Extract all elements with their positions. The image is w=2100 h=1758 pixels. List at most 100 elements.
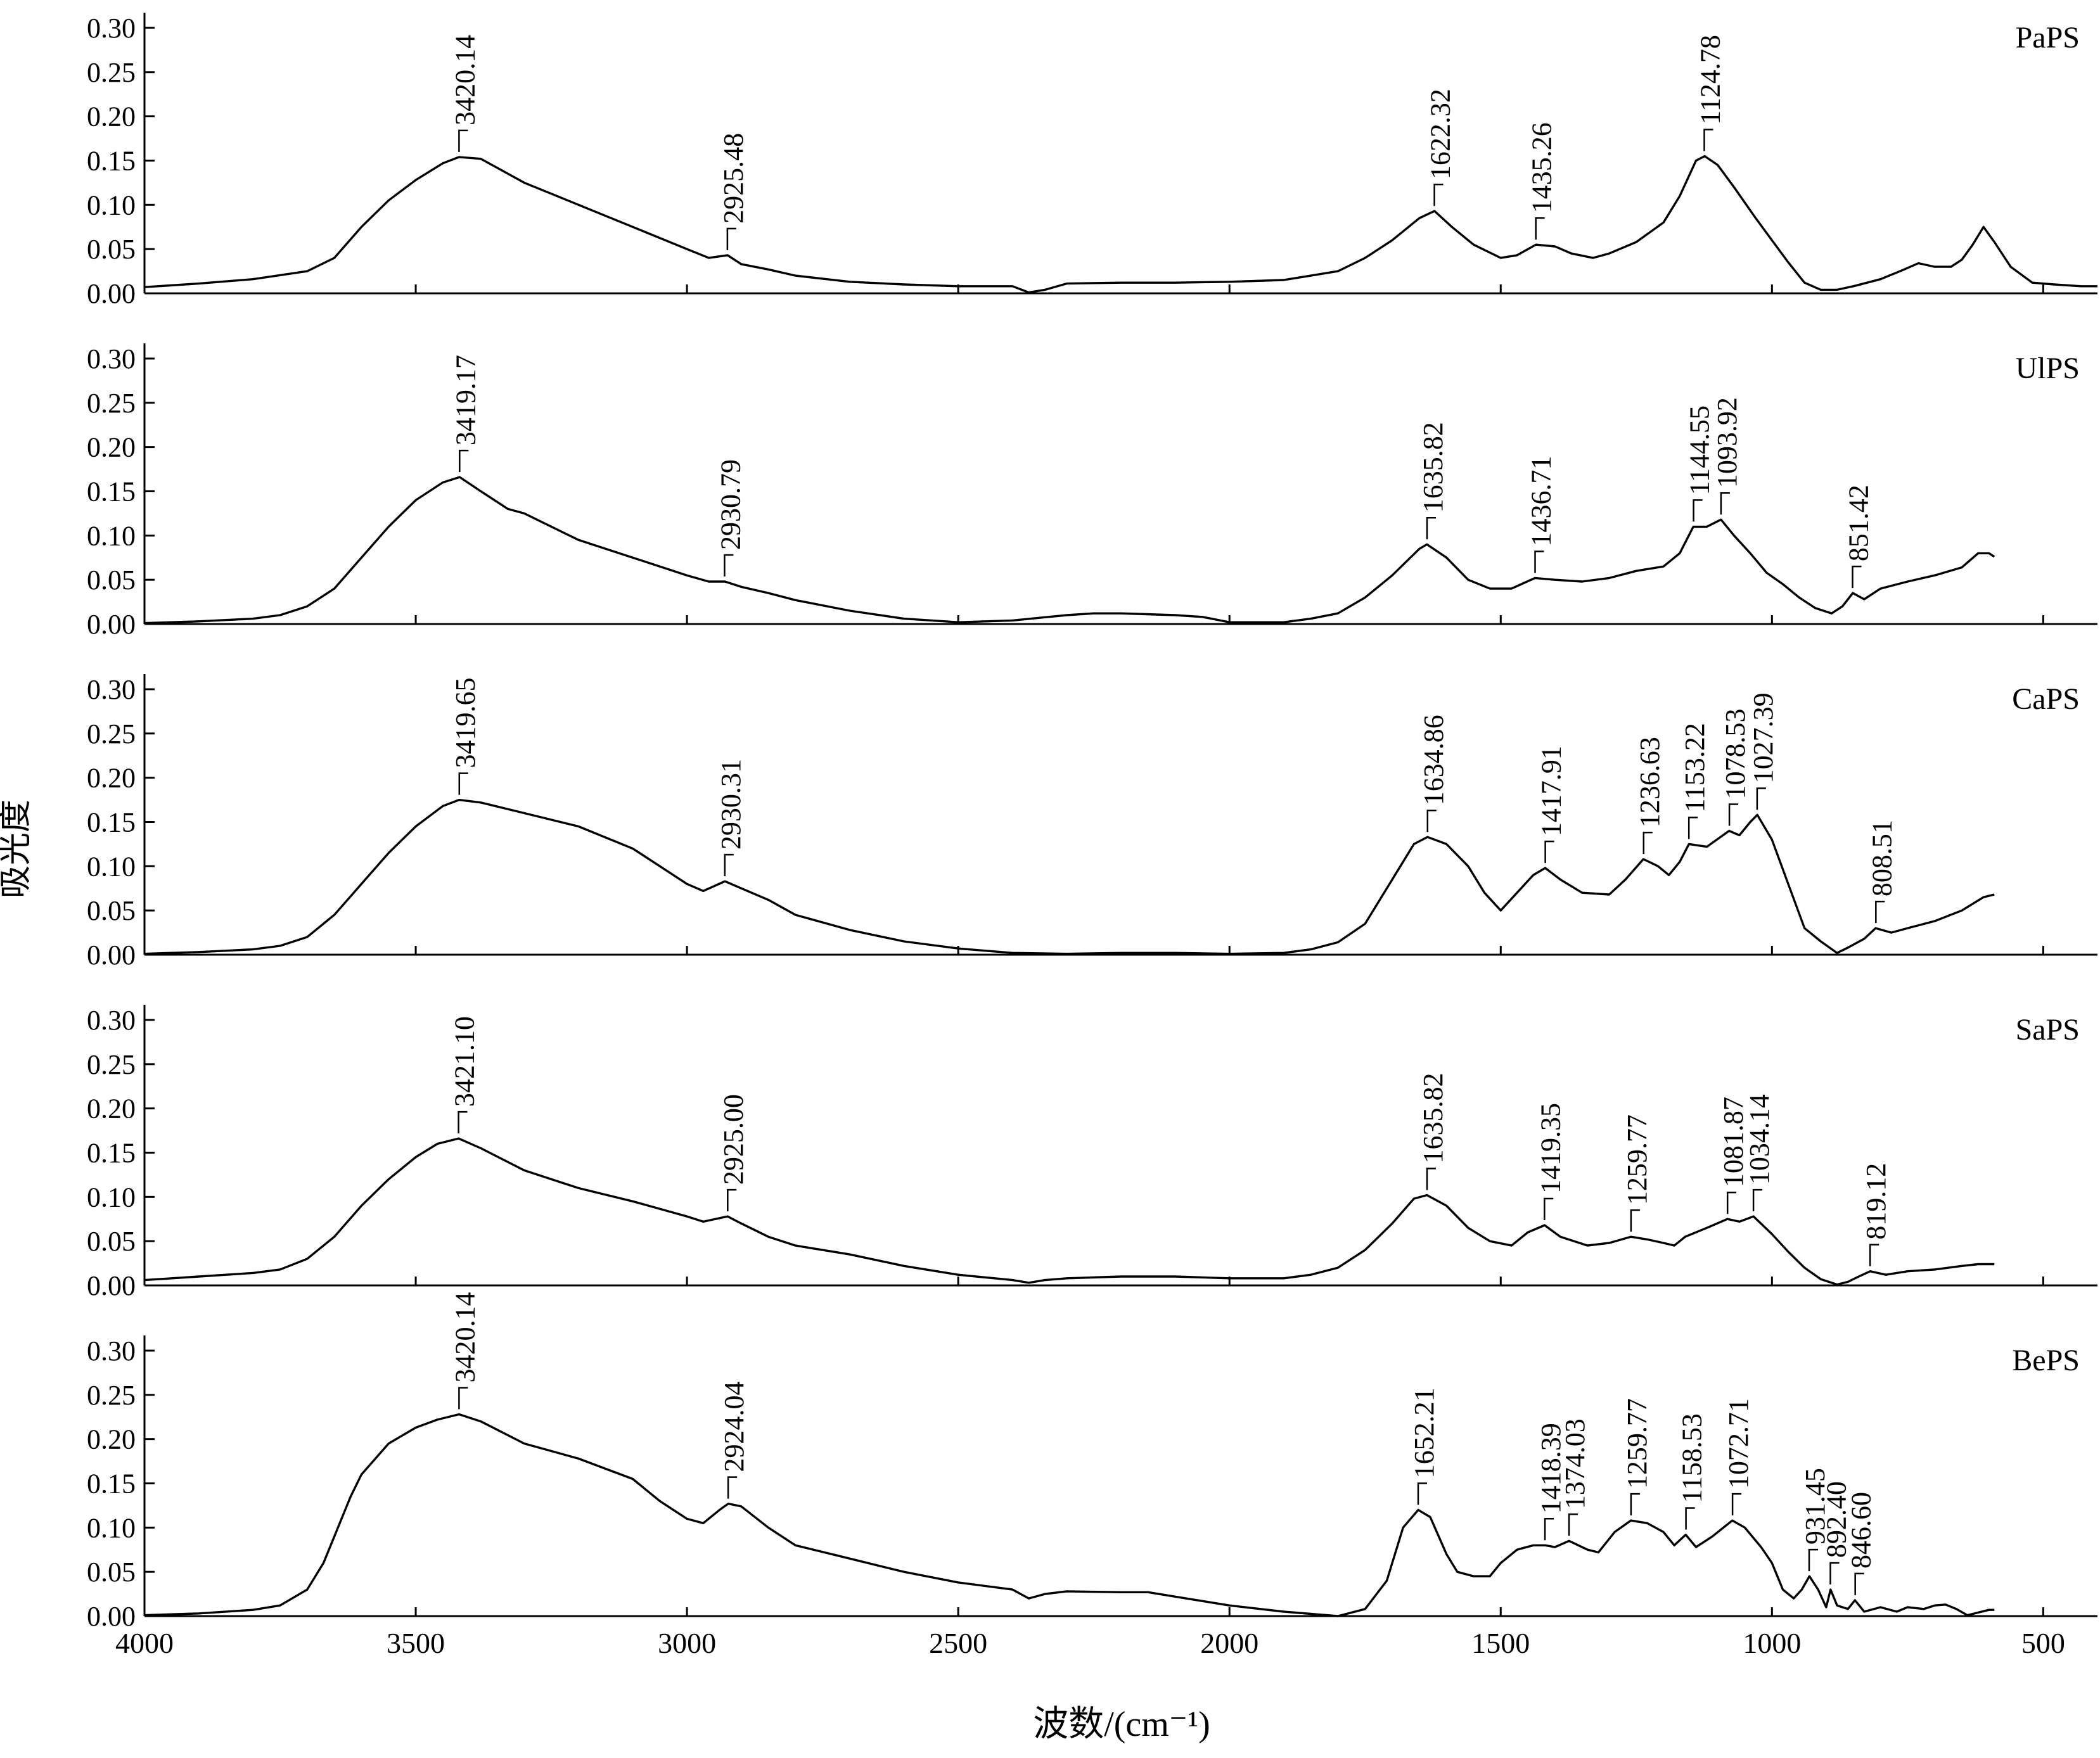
peak-marker <box>1808 1548 1818 1572</box>
y-tick-label: 0.25 <box>87 718 136 749</box>
peak-marker <box>1568 1513 1578 1536</box>
y-tick-label: 0.20 <box>87 1093 136 1124</box>
peak-label: 3421.10 <box>449 1016 480 1107</box>
peak-label: 1622.32 <box>1425 89 1456 179</box>
y-tick-label: 0.20 <box>87 763 136 794</box>
peak-marker <box>1544 1197 1554 1220</box>
peak-marker <box>1534 551 1544 573</box>
peak-marker <box>1869 1244 1879 1266</box>
y-tick-label: 0.05 <box>87 234 136 265</box>
peak-label: 846.60 <box>1846 1492 1877 1569</box>
peak-label: 1072.71 <box>1723 1398 1754 1489</box>
peak-marker <box>1642 831 1653 855</box>
y-tick-label: 0.25 <box>87 1380 136 1411</box>
x-tick-label: 1500 <box>1471 1627 1530 1659</box>
y-tick-label: 0.25 <box>87 388 136 419</box>
peak-label: 1027.39 <box>1748 692 1779 783</box>
peak-marker <box>1426 517 1436 540</box>
peak-label: 1093.92 <box>1712 397 1743 488</box>
peak-label: 1418.39 <box>1535 1423 1566 1513</box>
peak-label: 2924.04 <box>719 1382 750 1472</box>
peak-label: 1124.78 <box>1695 35 1726 124</box>
peak-label: 1417.91 <box>1536 746 1567 836</box>
y-tick-label: 0.15 <box>87 476 136 507</box>
peak-label: 931.45 <box>1800 1468 1831 1545</box>
peak-marker <box>727 1188 737 1212</box>
peak-label: 808.51 <box>1866 820 1897 896</box>
peak-marker <box>1426 1168 1436 1190</box>
y-tick-label: 0.05 <box>87 1226 136 1257</box>
peak-label: 1652.21 <box>1409 1387 1440 1478</box>
series-name: SaPS <box>2016 1013 2080 1047</box>
peak-label: 2925.00 <box>718 1094 749 1185</box>
peak-marker <box>1731 1493 1742 1516</box>
peak-marker <box>1426 809 1437 832</box>
panel-paps: 0.00 0.05 0.10 0.15 0.20 0.25 0.30 PaPS 3420.14 2… <box>87 13 2097 309</box>
peak-marker <box>458 772 468 795</box>
peak-label: 819.12 <box>1860 1163 1892 1240</box>
peak-label: 1635.82 <box>1418 422 1449 513</box>
peak-marker <box>1433 183 1444 207</box>
peak-label: 2930.79 <box>715 459 746 550</box>
x-tick-label: 1000 <box>1743 1627 1801 1659</box>
panel-caps: 0.00 0.05 0.10 0.15 0.20 0.25 0.30 CaPS 3419.65 2… <box>87 674 2097 971</box>
peak-label: 1158.53 <box>1677 1413 1708 1503</box>
peak-label: 851.42 <box>1843 485 1874 561</box>
y-tick-label: 0.10 <box>87 1182 136 1213</box>
peak-marker <box>1630 1493 1640 1516</box>
y-tick-label: 0.30 <box>87 674 136 705</box>
y-axis-label: 吸光度 <box>0 799 34 898</box>
y-tick-label: 0.30 <box>87 343 136 374</box>
peak-label: 1259.77 <box>1622 1398 1653 1489</box>
spectrum-line-beps <box>144 1413 1995 1617</box>
peak-marker <box>1544 840 1554 863</box>
x-tick-label: 3000 <box>658 1627 716 1659</box>
spectrum-line-paps <box>144 155 2097 294</box>
peak-marker <box>1685 1507 1695 1530</box>
peak-label: 3419.65 <box>450 678 481 768</box>
peak-marker <box>459 449 469 473</box>
peak-label: 1436.71 <box>1525 455 1556 546</box>
peak-marker <box>1854 1572 1864 1595</box>
x-tick-label: 2500 <box>929 1627 987 1659</box>
spectrum-line-ulps <box>144 476 1995 625</box>
peak-marker <box>458 1111 468 1134</box>
y-tick-label: 0.05 <box>87 1557 136 1588</box>
peak-marker <box>1829 1562 1840 1585</box>
y-tick-label: 0.15 <box>87 806 136 838</box>
peak-label: 3420.14 <box>449 1292 480 1382</box>
y-tick-label: 0.10 <box>87 189 136 220</box>
peak-marker <box>724 554 734 576</box>
y-tick-label: 0.00 <box>87 278 136 309</box>
y-tick-label: 0.30 <box>87 13 136 44</box>
peak-marker <box>1756 787 1766 810</box>
y-tick-label: 0.05 <box>87 895 136 926</box>
y-tick-label: 0.00 <box>87 1601 136 1632</box>
series-name: BePS <box>2012 1344 2080 1377</box>
peak-marker <box>1417 1482 1427 1505</box>
x-axis: 4000 3500 3000 2500 2000 1500 1000 500 <box>115 1627 2065 1659</box>
peak-label: 3419.17 <box>450 355 481 445</box>
peak-marker <box>458 1387 468 1410</box>
y-tick-label: 0.20 <box>87 1424 136 1455</box>
peak-marker <box>1752 1188 1763 1212</box>
y-tick-label: 0.30 <box>87 1005 136 1036</box>
peak-marker <box>1535 217 1545 240</box>
peak-label: 2925.48 <box>718 133 749 224</box>
y-tick-label: 0.10 <box>87 520 136 551</box>
peak-label: 1034.14 <box>1744 1094 1775 1185</box>
y-tick-label: 0.15 <box>87 1137 136 1168</box>
x-axis-label: 波数/(cm⁻¹) <box>1033 1705 1210 1744</box>
x-tick-label: 2000 <box>1200 1627 1258 1659</box>
y-tick-label: 0.10 <box>87 851 136 882</box>
peak-marker <box>1852 565 1862 589</box>
peak-marker <box>1875 900 1885 924</box>
y-tick-label: 0.00 <box>87 1270 136 1301</box>
panel-beps: 0.00 0.05 0.10 0.15 0.20 0.25 0.30 BePS 3420.14 2… <box>87 1292 2097 1632</box>
peak-marker <box>1728 803 1739 826</box>
peak-label: 1153.22 <box>1679 723 1710 812</box>
peak-marker <box>724 853 734 877</box>
y-tick-label: 0.15 <box>87 145 136 176</box>
